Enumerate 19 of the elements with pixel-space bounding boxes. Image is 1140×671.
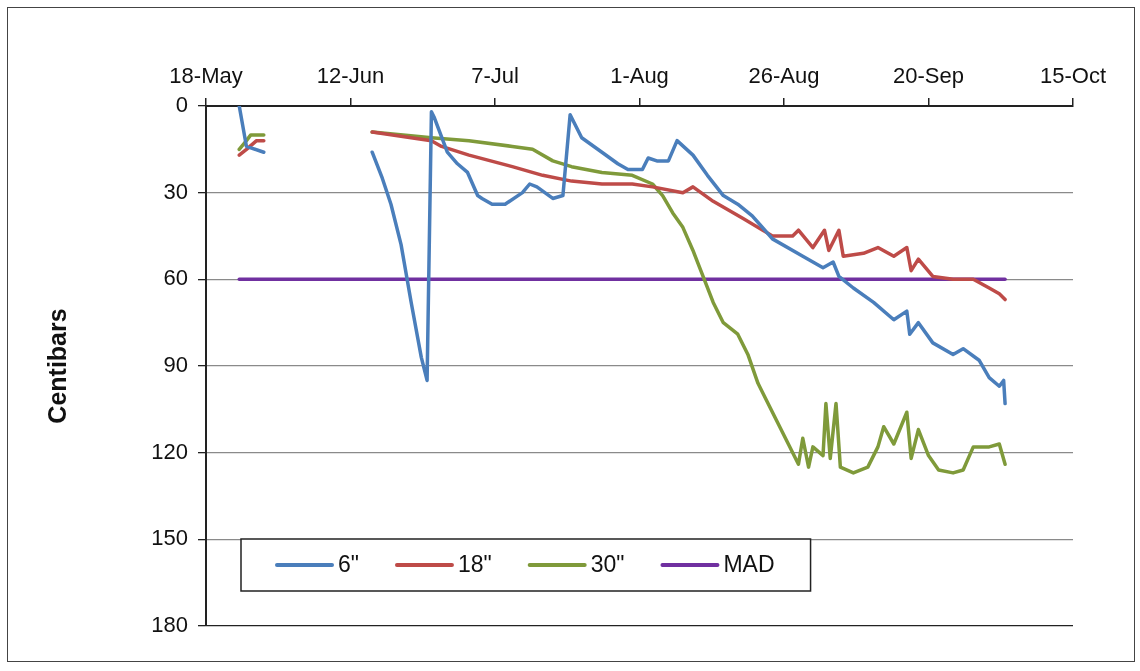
x-tick-label: 20-Sep xyxy=(893,62,964,88)
x-tick-label: 1-Aug xyxy=(610,62,669,88)
y-tick-label: 60 xyxy=(163,265,188,291)
x-tick-label: 26-Aug xyxy=(748,62,820,88)
legend-label: 30" xyxy=(590,551,625,578)
x-tick-label: 12-Jun xyxy=(316,62,385,88)
y-tick-label: 0 xyxy=(175,92,188,118)
y-tick-label: 180 xyxy=(151,612,188,638)
x-tick-label: 18-May xyxy=(169,62,243,88)
legend-label: 6" xyxy=(338,551,359,578)
y-tick-label: 150 xyxy=(151,525,188,551)
x-tick-label: 7-Jul xyxy=(471,62,519,88)
x-tick-label: 15-Oct xyxy=(1039,62,1107,88)
y-tick-label: 120 xyxy=(151,438,188,464)
y-axis-title: Centibars xyxy=(42,308,71,424)
y-tick-label: 30 xyxy=(163,178,188,204)
legend-label: 18" xyxy=(457,551,492,578)
y-tick-label: 90 xyxy=(163,352,188,378)
legend-label: MAD xyxy=(723,551,775,578)
